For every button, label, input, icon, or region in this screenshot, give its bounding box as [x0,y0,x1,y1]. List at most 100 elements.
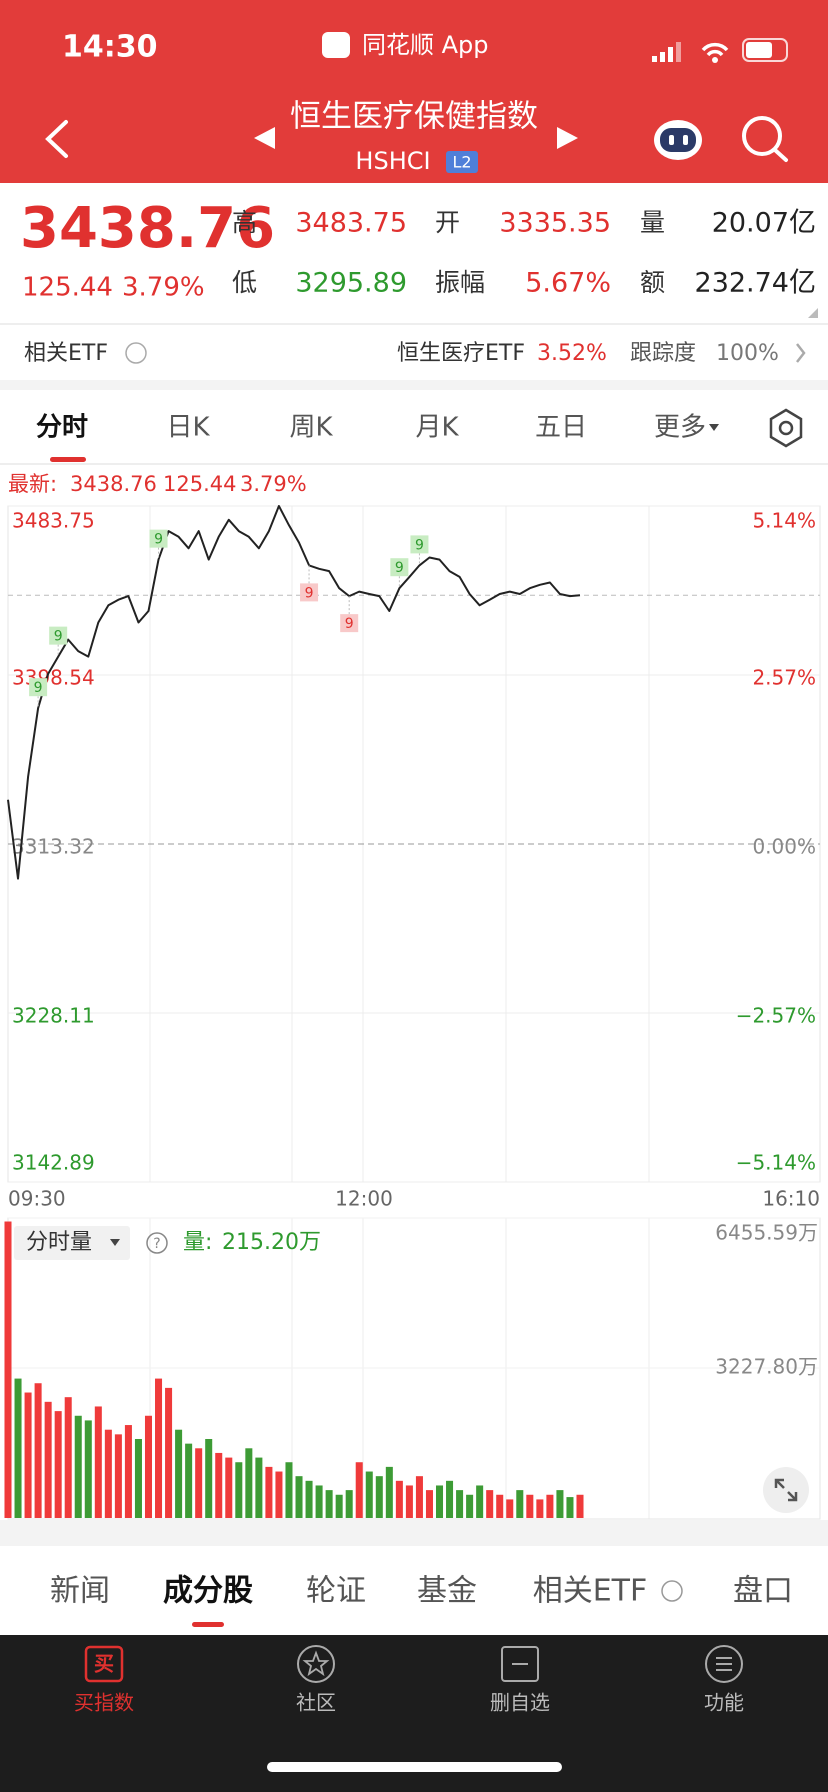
volume-selector[interactable] [14,1226,130,1260]
etf-name[interactable]: 恒生医疗ETF [397,341,525,366]
field-value: 3483.75 [295,208,407,239]
volume-bar [325,1490,333,1518]
volume-bar [375,1476,383,1518]
volume-bar [425,1490,433,1518]
nav-label[interactable]: 功能 [704,1691,744,1715]
etf-pct: 3.52% [537,341,607,366]
price-line [7,505,581,880]
chart-tab[interactable]: 周K [289,413,333,443]
volume-tick-label: 6455.59万 [715,1221,818,1245]
volume-bar [245,1448,253,1518]
volume-bar [215,1452,223,1518]
chart-tab[interactable]: 分时 [36,413,88,443]
volume-bar [556,1490,564,1518]
volume-bar [536,1499,544,1518]
volume-bar [195,1448,203,1518]
volume-bar [124,1425,132,1518]
volume-bar [516,1490,524,1518]
volume-bar [185,1443,193,1518]
bottom-tab[interactable]: 相关ETF [533,1574,648,1609]
field-label: 高 [232,208,257,237]
chart-tab[interactable]: 日K [166,413,210,443]
field-value: 20.07亿 [712,208,816,239]
wifi-dot [712,57,718,63]
app-name: 同花顺 App [362,31,489,59]
divider [0,463,828,465]
tab-indicator [192,1622,224,1627]
volume-bar [155,1378,163,1518]
volume-bar [285,1462,293,1518]
info-icon[interactable] [146,1232,168,1254]
y-tick-label: 3313.32 [12,835,95,859]
function-icon[interactable] [705,1645,743,1683]
info-icon[interactable] [661,1580,683,1602]
remove-icon[interactable] [501,1646,539,1682]
volume-bar [255,1457,263,1518]
info-icon[interactable] [125,342,147,364]
y2-tick-label: 0.00% [752,835,816,859]
signal-label: 9 [34,680,43,696]
volume-bar [466,1494,474,1518]
more-caret [709,424,719,431]
latest-label: 最新: [8,472,57,496]
price-change: 125.44 [22,273,113,303]
buy-icon[interactable] [84,1645,124,1683]
bottom-tab[interactable]: 成分股 [163,1574,253,1609]
battery-level [746,42,772,58]
expand-icon [774,1478,798,1502]
search-button[interactable] [742,116,788,162]
divider-band [0,380,828,390]
next-button[interactable] [557,127,578,149]
settings-button[interactable] [769,408,803,448]
volume-bar [165,1387,173,1518]
etf-label[interactable]: 相关ETF [24,341,108,366]
tracking-label: 跟踪度 [630,341,696,366]
latest-change: 125.44 [163,472,236,496]
nav-label[interactable]: 买指数 [74,1691,134,1715]
volume-bar [94,1406,102,1518]
signal-label: 9 [154,532,163,548]
bottom-tab[interactable]: 基金 [417,1574,477,1609]
divider [0,323,828,325]
volume-bar [84,1420,92,1518]
chart-tab[interactable]: 更多 [654,413,706,443]
bottom-tab[interactable]: 轮证 [306,1574,366,1609]
y-tick-label: 3398.54 [12,665,95,689]
field-value: 3335.35 [499,208,611,239]
volume-bar [54,1411,62,1518]
field-label: 开 [435,208,460,237]
badge-bg [446,151,478,173]
y2-tick-label: −2.57% [736,1003,816,1027]
back-button[interactable] [45,120,68,158]
nav-label[interactable]: 删自选 [490,1691,550,1715]
bottom-tab[interactable]: 盘口 [733,1574,793,1609]
etf-arrow[interactable] [796,343,806,363]
signal-box [49,626,68,645]
volume-bar [235,1462,243,1518]
volume-bar [345,1490,353,1518]
volume-bar [24,1392,32,1518]
volume-bar [435,1485,444,1518]
volume-title[interactable]: 分时量 [26,1230,92,1255]
volume-bar [74,1415,82,1518]
volume-bar [305,1480,313,1518]
battery [742,38,788,62]
badge: L2 [452,153,471,172]
prev-button[interactable] [254,127,275,149]
status-time: 14:30 [62,30,158,65]
community-icon[interactable] [297,1645,335,1683]
signal-box [29,678,48,697]
volume-bar [456,1490,464,1518]
bottom-tab[interactable]: 新闻 [50,1574,110,1609]
expand-button[interactable] [763,1467,809,1513]
chart-tab[interactable]: 月K [415,413,459,443]
home-indicator [267,1762,562,1772]
y-tick-label: 3228.11 [12,1003,95,1027]
signal-label: 9 [345,616,354,632]
chart-tab[interactable]: 五日 [535,413,587,443]
latest-pct: 3.79% [240,472,307,496]
robot-button[interactable] [654,120,702,160]
signal-box [149,529,168,548]
nav-label[interactable]: 社区 [296,1691,336,1715]
